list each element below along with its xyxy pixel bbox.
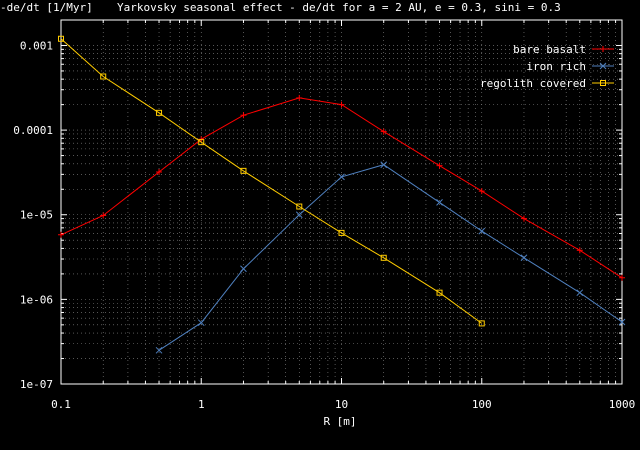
y-tick-label: 0.0001 xyxy=(13,124,53,137)
data-point-stroke xyxy=(338,173,345,181)
data-point-stroke xyxy=(197,319,205,327)
legend-label: iron rich xyxy=(526,60,586,73)
x-axis-label: R [m] xyxy=(323,415,356,428)
data-point-stroke xyxy=(436,199,443,206)
data-point-stroke xyxy=(520,254,528,262)
data-point xyxy=(380,128,387,135)
data-point-stroke xyxy=(478,227,486,235)
data-point-stroke xyxy=(599,62,607,70)
y-axis-label: -de/dt [1/Myr] xyxy=(0,1,93,14)
data-point xyxy=(600,80,606,86)
legend: bare basalt iron rich regolith covered xyxy=(480,43,614,90)
data-point xyxy=(380,254,387,261)
data-point xyxy=(619,274,625,281)
data-point xyxy=(58,35,64,42)
data-point xyxy=(198,139,205,146)
data-point xyxy=(156,109,163,116)
data-point xyxy=(296,94,303,101)
data-point xyxy=(436,199,443,206)
series-bare-basalt xyxy=(58,94,625,281)
data-point xyxy=(478,227,486,235)
data-point xyxy=(156,168,163,175)
chart-title: Yarkovsky seasonal effect - de/dt for a … xyxy=(117,1,561,14)
data-point xyxy=(100,212,107,219)
data-point xyxy=(197,319,205,327)
data-point xyxy=(600,46,606,52)
data-point xyxy=(436,162,443,169)
data-point-stroke xyxy=(576,289,584,297)
data-point xyxy=(155,346,163,354)
data-point-stroke xyxy=(240,265,247,273)
data-point xyxy=(520,215,527,222)
data-point xyxy=(295,211,303,219)
data-point xyxy=(338,229,345,236)
series-line xyxy=(60,38,483,324)
y-tick-label: 1e-05 xyxy=(20,209,53,222)
y-tick-label: 0.001 xyxy=(20,39,53,52)
x-tick-label: 1 xyxy=(198,398,205,411)
x-tick-label: 1000 xyxy=(609,398,636,411)
data-point-stroke xyxy=(155,346,163,354)
data-point xyxy=(576,289,584,297)
y-tick-label: 1e-07 xyxy=(20,378,53,391)
data-point xyxy=(240,112,247,119)
data-point xyxy=(58,231,64,238)
data-point xyxy=(618,318,626,326)
data-point xyxy=(338,173,345,181)
data-point xyxy=(478,188,485,195)
data-point xyxy=(240,265,247,273)
legend-label: bare basalt xyxy=(513,43,586,56)
data-point xyxy=(338,101,345,108)
y-tick-label: 1e-06 xyxy=(20,293,53,306)
x-tick-label: 10 xyxy=(335,398,348,411)
data-point xyxy=(478,320,485,327)
axis-ticks: 0.1 1 10 100 1000 1e-07 1e-06 1e-05 0.0001 0.001 xyxy=(13,19,636,411)
series-regolith-covered xyxy=(58,35,485,327)
series-group xyxy=(58,35,626,354)
series-iron-rich xyxy=(155,161,626,354)
data-point-stroke xyxy=(295,211,303,219)
data-point xyxy=(599,62,607,70)
data-point xyxy=(436,289,443,296)
data-point xyxy=(240,167,247,174)
data-point-stroke xyxy=(380,161,388,169)
legend-label: regolith covered xyxy=(480,77,586,90)
data-point xyxy=(296,203,303,210)
x-tick-label: 0.1 xyxy=(51,398,71,411)
data-point xyxy=(520,254,528,262)
data-point-stroke xyxy=(618,318,626,326)
data-point xyxy=(100,73,107,80)
data-point xyxy=(380,161,388,169)
x-tick-label: 100 xyxy=(472,398,492,411)
data-point xyxy=(576,247,583,254)
